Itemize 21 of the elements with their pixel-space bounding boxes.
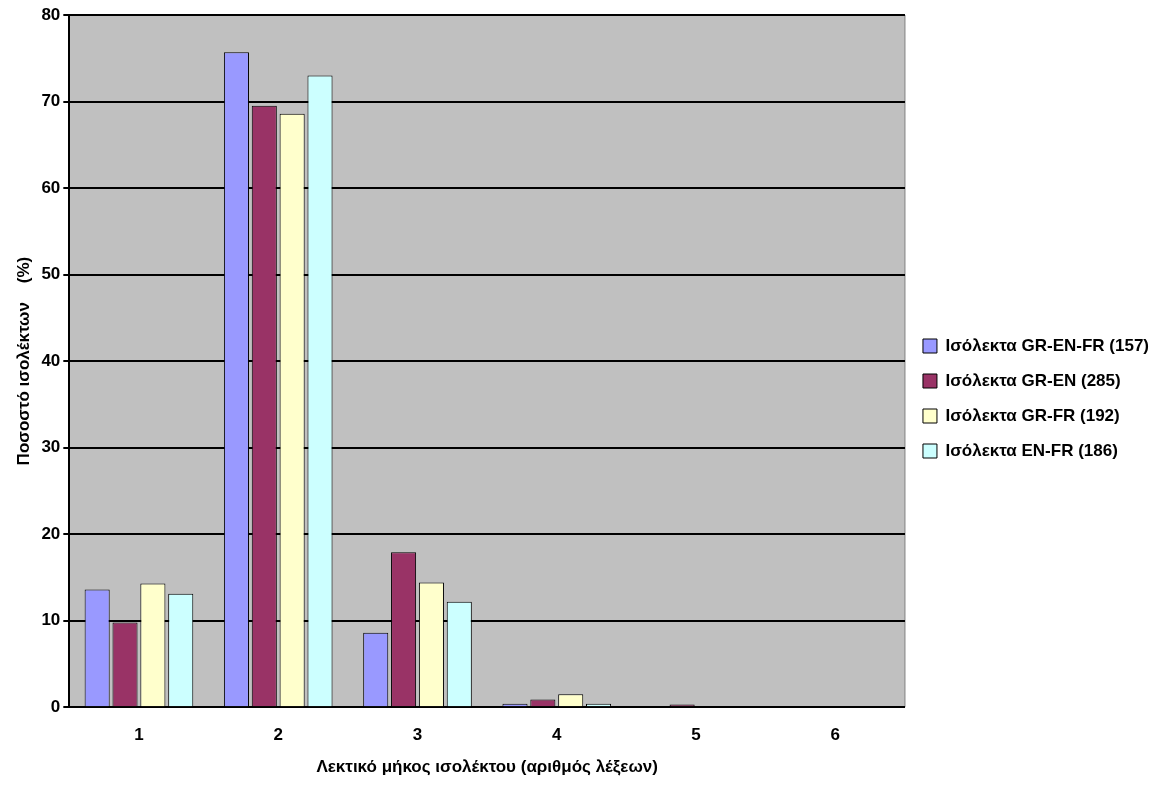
legend-label: Ισόλεκτα EN-FR (186) <box>945 440 1118 460</box>
y-axis-title: Ποσοστό ισολέκτων (%) <box>13 256 33 466</box>
legend-label: Ισόλεκτα GR-EN-FR (157) <box>945 335 1150 355</box>
y-tick-label: 30 <box>41 437 61 457</box>
y-tick-label: 70 <box>41 91 61 111</box>
x-tick-label: 4 <box>552 725 563 745</box>
x-tick-label: 5 <box>691 725 701 745</box>
x-tick-label: 2 <box>273 725 283 745</box>
y-tick-label: 60 <box>41 177 61 197</box>
y-tick-label: 50 <box>41 264 61 284</box>
legend-label: Ισόλεκτα GR-FR (192) <box>945 405 1120 425</box>
y-tick-label: 80 <box>41 4 61 24</box>
x-tick-label: 6 <box>830 725 841 745</box>
x-tick-label: 3 <box>412 725 423 745</box>
y-tick-label: 40 <box>41 350 61 370</box>
legend-label: Ισόλεκτα GR-EN (285) <box>945 370 1121 390</box>
y-tick-label: 10 <box>41 610 61 630</box>
y-tick-label: 20 <box>41 523 61 543</box>
x-axis-title: Λεκτικό μήκος ισολέκτου (αριθμός λέξεων) <box>316 757 658 777</box>
y-tick-label: 0 <box>50 696 61 716</box>
x-tick-label: 1 <box>134 725 144 745</box>
